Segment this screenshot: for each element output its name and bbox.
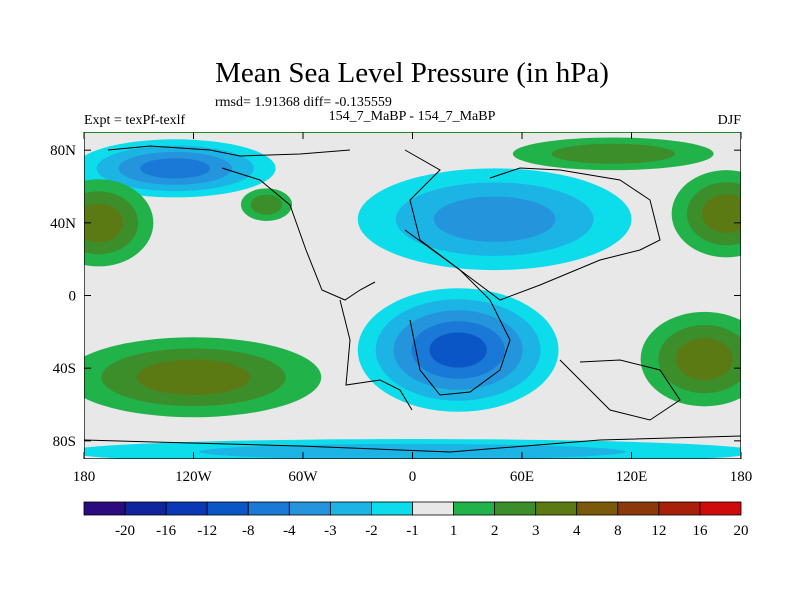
colorbar-swatch <box>371 501 413 516</box>
southern-africa-low-contour <box>429 332 487 368</box>
south-indian-high-contour <box>676 338 733 381</box>
colorbar-level-label: 2 <box>491 523 499 539</box>
x-tick-label: 180 <box>73 469 96 485</box>
axes: 180 120W 60W 0 60E 120E 180 80N 40N 0 40S 80S <box>50 132 752 485</box>
south-pacific-high-contour <box>136 359 251 396</box>
colorbar-swatch <box>453 501 496 516</box>
arctic-siberia-high-contour <box>551 143 676 164</box>
north-pacific-west-high <box>84 179 154 267</box>
colorbar-level-label: 20 <box>734 523 749 539</box>
eurasia-low <box>357 168 632 271</box>
colorbar-level-label: 16 <box>692 523 708 539</box>
colorbar-swatch <box>329 501 372 516</box>
case-label: 154_7_MaBP - 154_7_MaBP <box>329 109 496 124</box>
colorbar-level-label: -8 <box>242 523 255 539</box>
arctic-pacific-low-contour <box>140 158 211 179</box>
colorbar-swatch <box>83 501 126 516</box>
colorbar-level-label: -4 <box>283 523 296 539</box>
colorbar-swatch <box>494 501 537 516</box>
colorbar: -20 -16 -12 -8 -4 -3 -2 -1 1 2 3 4 8 12 16 20 <box>83 501 749 539</box>
stats-label: rmsd= 1.91368 diff= -0.135559 <box>215 95 392 110</box>
southern-ocean-band-low-contour <box>199 443 626 459</box>
southern-africa-low <box>357 288 559 412</box>
southern-ocean-band-low <box>84 439 741 459</box>
y-tick-label: 40S <box>53 361 76 377</box>
colorbar-level-label: 12 <box>651 523 666 539</box>
colorbar-level-label: -12 <box>197 523 217 539</box>
colorbar-swatch <box>617 501 660 516</box>
x-tick-label: 180 <box>730 469 753 485</box>
colorbar-level-label: 8 <box>614 523 622 539</box>
north-pacific-east-high-contour <box>702 194 741 234</box>
colorbar-swatch <box>535 501 578 516</box>
colorbar-level-label: -1 <box>406 523 419 539</box>
experiment-label: Expt = texPf-texlf <box>84 113 186 128</box>
colorbar-level-label: -20 <box>115 523 135 539</box>
colorbar-level-label: -16 <box>156 523 176 539</box>
x-tick-label: 60E <box>510 469 534 485</box>
colorbar-level-label: -2 <box>365 523 378 539</box>
colorbar-level-label: 3 <box>532 523 540 539</box>
south-pacific-high <box>84 337 322 418</box>
y-tick-label: 40N <box>50 216 76 232</box>
x-tick-label: 120W <box>175 469 213 485</box>
colorbar-level-label: -3 <box>324 523 337 539</box>
arctic-siberia-high <box>512 137 714 171</box>
season-label: DJF <box>718 113 742 128</box>
eurasia-low-contour <box>433 196 556 242</box>
colorbar-level-label: 4 <box>573 523 581 539</box>
colorbar-swatch <box>124 501 167 516</box>
south-indian-high <box>640 311 741 407</box>
colorbar-swatch <box>247 501 290 516</box>
y-tick-label: 80N <box>50 143 76 159</box>
chart-title: Mean Sea Level Pressure (in hPa) <box>215 57 609 89</box>
colorbar-swatch <box>576 501 619 516</box>
colorbar-swatch <box>658 501 701 516</box>
x-tick-label: 60W <box>288 469 318 485</box>
colorbar-swatch <box>206 501 249 516</box>
north-atlantic-high <box>240 188 293 222</box>
coastlines <box>84 145 741 453</box>
north-atlantic-high-contour <box>250 194 283 215</box>
colorbar-level-label: 1 <box>450 523 458 539</box>
colorbar-swatch <box>288 501 331 516</box>
y-tick-label: 80S <box>53 434 76 450</box>
y-tick-label: 0 <box>69 289 77 305</box>
colorbar-swatch <box>165 501 208 516</box>
map-area <box>84 132 741 459</box>
north-pacific-west-high-contour <box>84 203 123 243</box>
colorbar-swatch <box>412 501 454 516</box>
x-tick-label: 120E <box>616 469 648 485</box>
colorbar-swatch <box>699 501 742 516</box>
x-tick-label: 0 <box>409 469 417 485</box>
north-pacific-east-high <box>671 170 741 258</box>
